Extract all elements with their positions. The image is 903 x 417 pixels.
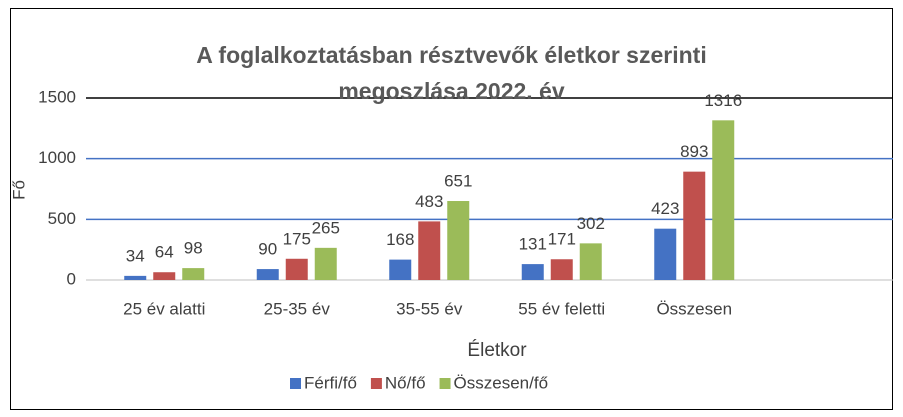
bar [683, 171, 706, 280]
data-label: 131 [519, 235, 547, 254]
bar [314, 247, 337, 280]
bar [124, 275, 147, 280]
legend-label: Férfi/fő [304, 373, 357, 392]
data-label: 651 [444, 171, 472, 190]
data-label: 302 [577, 214, 605, 233]
data-label: 175 [283, 229, 311, 248]
x-axis-label: Életkor [467, 340, 527, 361]
data-label: 64 [155, 243, 174, 262]
data-label: 171 [548, 230, 576, 249]
data-label: 423 [651, 199, 679, 218]
legend-swatch [370, 378, 382, 389]
legend-label: Összesen/fő [454, 373, 549, 392]
legend-swatch [290, 378, 301, 389]
bar [521, 264, 544, 280]
data-label: 265 [312, 218, 340, 237]
legend-swatch [439, 378, 451, 389]
x-tick-label: Összesen [656, 299, 732, 318]
y-tick-label: 1000 [38, 148, 76, 167]
x-tick-label: 25 év alatti [123, 299, 205, 318]
bar [153, 272, 176, 280]
bar [256, 269, 279, 280]
y-axis-label: Fő [9, 180, 28, 200]
x-tick-label: 25-35 év [264, 299, 331, 318]
bar [654, 228, 677, 280]
bar [418, 221, 441, 280]
bar [285, 258, 308, 280]
bar [550, 259, 573, 280]
legend-label: Nő/fő [385, 373, 426, 392]
bar [182, 268, 205, 280]
data-label: 893 [680, 142, 708, 161]
data-label: 483 [415, 192, 443, 211]
data-label: 168 [386, 230, 414, 249]
data-label: 98 [184, 239, 203, 258]
bar [447, 201, 470, 280]
data-label: 34 [126, 246, 145, 265]
chart-title: A foglalkoztatásban résztvevők életkor s… [196, 42, 707, 104]
y-tick-label: 500 [48, 209, 76, 228]
bar [712, 120, 735, 280]
y-tick-label: 1500 [38, 87, 76, 106]
bar [389, 259, 412, 280]
data-label: 90 [258, 240, 277, 259]
x-tick-label: 35-55 év [396, 299, 463, 318]
chart-border [10, 8, 893, 410]
y-tick-label: 0 [67, 269, 76, 288]
data-label: 1316 [704, 91, 742, 110]
x-tick-label: 55 év feletti [518, 299, 605, 318]
bar [579, 243, 602, 280]
